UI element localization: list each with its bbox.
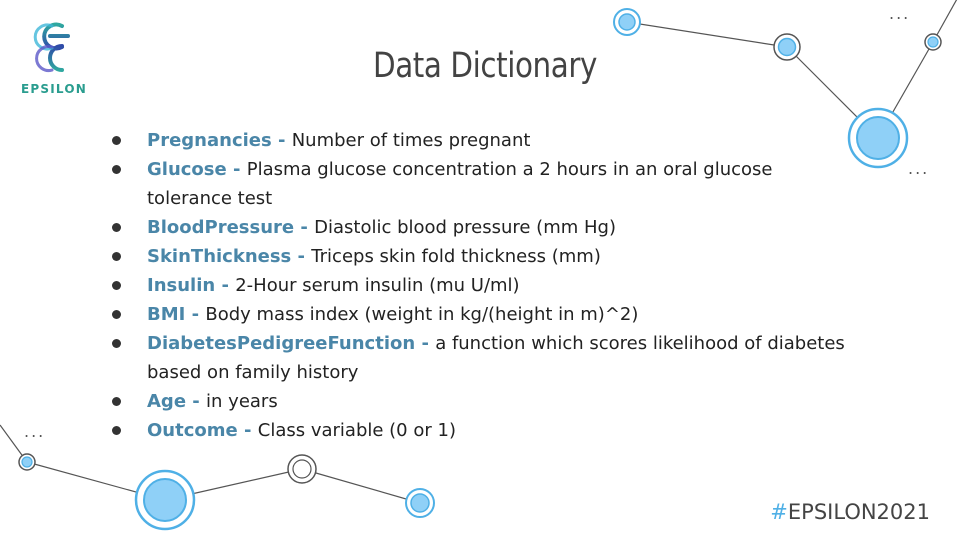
term-description: 2-Hour serum insulin (mu U/ml) (235, 275, 520, 296)
bullet-icon (112, 252, 121, 261)
term-separator: - (226, 159, 247, 180)
term-separator: - (291, 246, 312, 267)
list-item-glucose: Glucose - Plasma glucose concentration a… (104, 155, 864, 213)
term-description: Body mass index (weight in kg/(height in… (205, 304, 639, 325)
term-separator: - (186, 391, 207, 412)
epsilon-logo: EPSILON (18, 14, 90, 104)
term-label: Outcome (147, 420, 238, 441)
network-node (18, 453, 36, 471)
bullet-icon (112, 310, 121, 319)
ellipsis-left: ... (24, 422, 46, 441)
network-node (405, 488, 435, 518)
term-separator: - (415, 333, 436, 354)
hashtag-text: EPSILON2021 (787, 500, 930, 524)
network-node (773, 33, 801, 61)
logo-text: EPSILON (21, 82, 87, 96)
bullet-icon (112, 339, 121, 348)
term-label: DiabetesPedigreeFunction (147, 333, 416, 354)
bullet-icon (112, 223, 121, 232)
page-title: Data Dictionary (372, 46, 598, 86)
ellipsis-top-right: ... (889, 4, 911, 23)
list-item-age: Age - in years (104, 387, 864, 416)
term-label: Glucose (147, 159, 227, 180)
term-description: in years (206, 391, 278, 412)
term-description: a function which scores likelihood of di… (147, 333, 845, 383)
term-description: Plasma glucose concentration a 2 hours i… (147, 159, 773, 209)
bullet-icon (112, 281, 121, 290)
term-description: Diastolic blood pressure (mm Hg) (314, 217, 616, 238)
list-item-insulin: Insulin - 2-Hour serum insulin (mu U/ml) (104, 271, 864, 300)
term-description: Class variable (0 or 1) (257, 420, 456, 441)
network-node (847, 107, 909, 169)
term-separator: - (185, 304, 206, 325)
network-node (924, 33, 942, 51)
list-item-pregnancies: Pregnancies - Number of times pregnant (104, 126, 864, 155)
list-item-bloodpressure: BloodPressure - Diastolic blood pressure… (104, 213, 864, 242)
bullet-icon (112, 426, 121, 435)
list-item-diabetespedigreefunction: DiabetesPedigreeFunction - a function wh… (104, 329, 864, 387)
term-separator: - (215, 275, 236, 296)
network-node (613, 8, 641, 36)
term-separator: - (271, 130, 292, 151)
list-item-skinthickness: SkinThickness - Triceps skin fold thickn… (104, 242, 864, 271)
data-dictionary-list: Pregnancies - Number of times pregnant G… (104, 126, 864, 445)
term-separator: - (237, 420, 258, 441)
event-hashtag: #EPSILON2021 (770, 500, 930, 524)
hashtag-symbol: # (770, 500, 788, 524)
term-label: Age (147, 391, 187, 412)
network-node (287, 454, 317, 484)
term-label: BloodPressure (147, 217, 295, 238)
bullet-icon (112, 136, 121, 145)
bullet-icon (112, 165, 121, 174)
epsilon-logo-icon (33, 22, 70, 72)
bullet-icon (112, 397, 121, 406)
term-label: SkinThickness (147, 246, 292, 267)
ellipsis-right: ... (908, 159, 930, 178)
term-label: BMI (147, 304, 186, 325)
term-label: Insulin (147, 275, 216, 296)
term-label: Pregnancies (147, 130, 272, 151)
term-description: Triceps skin fold thickness (mm) (311, 246, 601, 267)
list-item-bmi: BMI - Body mass index (weight in kg/(hei… (104, 300, 864, 329)
network-node (134, 469, 196, 531)
term-description: Number of times pregnant (291, 130, 531, 151)
list-item-outcome: Outcome - Class variable (0 or 1) (104, 416, 864, 445)
term-separator: - (294, 217, 315, 238)
